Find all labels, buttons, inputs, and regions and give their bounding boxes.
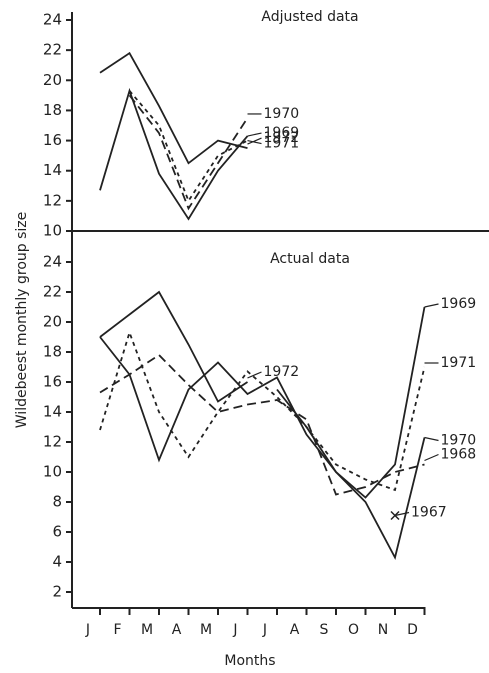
series-label: 1971 — [441, 355, 477, 371]
series-label: 1972 — [264, 364, 300, 380]
y-tick-label: 18 — [43, 101, 62, 119]
label-leader — [394, 511, 410, 517]
y-tick-label: 8 — [52, 493, 62, 511]
y-tick-label: 10 — [43, 463, 62, 481]
label-leader — [424, 303, 439, 308]
x-tick-label: D — [407, 622, 418, 638]
series-line — [99, 51, 248, 165]
y-tick-label: 24 — [43, 253, 62, 271]
x-tick-label: J — [232, 622, 237, 638]
panel-title: Adjusted data — [261, 9, 358, 25]
x-tick-label: F — [113, 622, 121, 638]
y-tick-label: 12 — [43, 433, 62, 451]
y-tick-label: 18 — [43, 343, 62, 361]
label-leader — [247, 132, 262, 137]
y-tick-label: 16 — [43, 131, 62, 149]
y-tick-label: 22 — [43, 283, 62, 301]
y-tick-label: 20 — [43, 313, 62, 331]
x-tick-label: O — [348, 622, 359, 638]
x-tick-label: A — [290, 622, 300, 638]
series-label: 1971 — [264, 136, 300, 152]
y-tick-label: 2 — [52, 583, 62, 601]
series-line — [99, 87, 249, 221]
series-label: 1972 — [264, 130, 300, 146]
x-tick-label: M — [141, 622, 153, 638]
y-tick-label: 22 — [43, 41, 62, 59]
series-line — [99, 353, 425, 496]
label-leader — [247, 139, 262, 145]
label-leader — [424, 436, 439, 442]
x-tick-label: N — [378, 622, 388, 638]
series-line — [99, 306, 426, 499]
series-line — [128, 94, 249, 211]
series-label: 1970 — [264, 106, 300, 122]
y-tick-label: 24 — [43, 11, 62, 29]
x-tick-label: J — [85, 622, 90, 638]
series-label: 1969 — [441, 296, 477, 312]
x-tick-label: M — [200, 622, 212, 638]
series-label: 1970 — [441, 433, 477, 449]
label-leader — [247, 137, 262, 145]
y-tick-label: 12 — [43, 191, 62, 209]
x-tick-label: A — [172, 622, 182, 638]
label-leader — [424, 453, 439, 462]
label-leader — [247, 371, 262, 379]
y-tick-label: 10 — [43, 222, 62, 240]
y-tick-label: 14 — [43, 161, 62, 179]
x-tick-label: J — [262, 622, 267, 638]
series-line — [99, 329, 426, 492]
y-tick-label: 20 — [43, 71, 62, 89]
y-tick-label: 16 — [43, 373, 62, 391]
series-label: 1967 — [411, 505, 447, 521]
series-line — [276, 388, 426, 561]
x-axis-label: Months — [224, 653, 275, 669]
x-tick-label: S — [320, 622, 329, 638]
y-axis-label: Wildebeest monthly group size — [14, 212, 30, 428]
series-label: 1969 — [264, 125, 300, 141]
panel-title: Actual data — [270, 251, 350, 267]
series-label: 1968 — [441, 447, 477, 463]
y-tick-label: 14 — [43, 403, 62, 421]
series-line — [99, 290, 248, 403]
y-tick-label: 6 — [52, 523, 62, 541]
y-tick-label: 4 — [52, 553, 62, 571]
